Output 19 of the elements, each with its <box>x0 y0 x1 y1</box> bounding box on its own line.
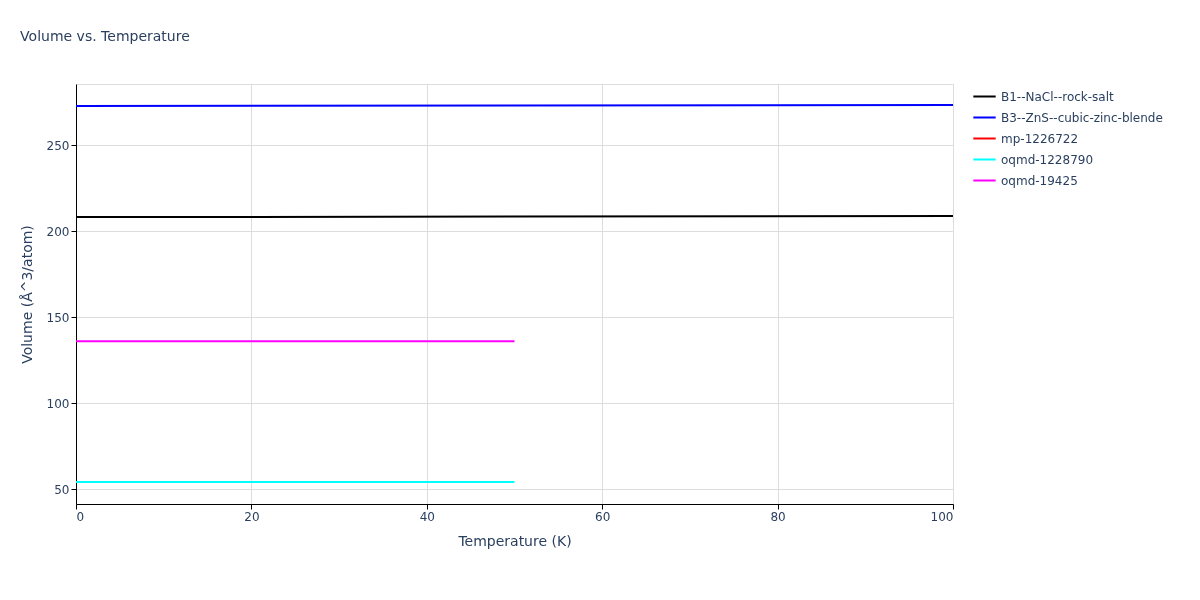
x-tick-label: 80 <box>770 509 786 524</box>
legend-label: B3--ZnS--cubic-zinc-blende <box>1001 110 1163 125</box>
x-tick-label: 100 <box>930 509 954 524</box>
x-tick-label: 40 <box>419 509 435 524</box>
x-tick-label: 20 <box>244 509 260 524</box>
y-tick-label: 150 <box>46 310 70 325</box>
x-tick-label: 0 <box>76 509 85 524</box>
y-tick-label: 200 <box>46 224 70 239</box>
y-axis-title: Volume (Å^3/atom) <box>18 225 35 364</box>
y-tick-label: 50 <box>54 482 70 497</box>
legend-label: oqmd-1228790 <box>1001 152 1094 167</box>
legend-label: B1--NaCl--rock-salt <box>1001 89 1115 104</box>
legend-label: mp-1226722 <box>1001 131 1079 146</box>
y-tick-label: 100 <box>46 396 70 411</box>
x-tick-label: 60 <box>595 509 611 524</box>
legend-label: oqmd-19425 <box>1001 173 1078 188</box>
y-tick-label: 250 <box>46 138 70 153</box>
x-axis-title: Temperature (K) <box>457 532 572 549</box>
chart-title: Volume vs. Temperature <box>20 28 190 44</box>
